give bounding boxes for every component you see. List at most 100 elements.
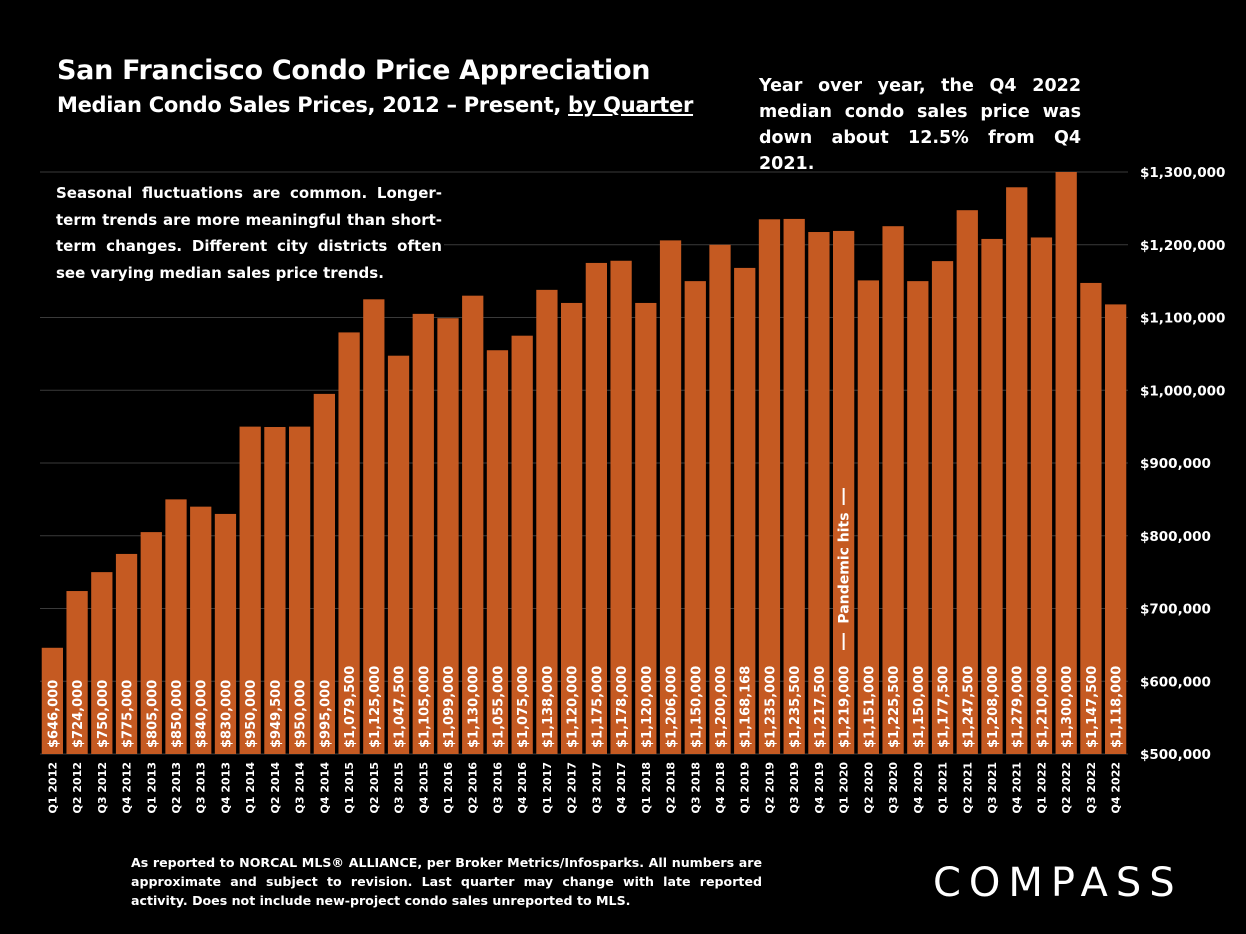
bar	[387, 355, 410, 754]
bar	[635, 302, 657, 754]
bar-data-label: $1,150,000	[689, 666, 704, 748]
category-label: Q4 2012	[121, 762, 134, 813]
bar	[808, 232, 830, 755]
bar-data-label: $1,105,000	[417, 666, 432, 748]
bar	[536, 289, 558, 754]
category-label: Q1 2018	[640, 762, 653, 813]
category-label: Q2 2013	[170, 762, 183, 813]
category-label: Q3 2019	[788, 762, 801, 813]
bar	[907, 281, 929, 754]
category-label: Q1 2021	[937, 762, 950, 813]
category-label: Q4 2015	[417, 762, 430, 813]
category-label: Q4 2018	[714, 762, 727, 813]
bar	[709, 244, 731, 754]
bar-data-label: $1,206,000	[665, 666, 680, 748]
bar	[66, 591, 88, 754]
bar-data-label: $840,000	[195, 680, 210, 748]
bar	[1080, 282, 1102, 754]
bar	[91, 572, 113, 754]
bar-data-label: $1,047,500	[393, 666, 408, 748]
bar	[783, 218, 805, 754]
seasonal-note: Seasonal fluctuations are common. Longer…	[40, 176, 444, 290]
bar	[1030, 237, 1053, 755]
y-tick-label: $500,000	[1140, 747, 1211, 763]
bar-data-label: $1,125,000	[368, 666, 383, 748]
bar-data-label: $1,235,000	[763, 666, 778, 748]
category-label: Q4 2019	[813, 762, 826, 813]
bar-data-label: $1,150,000	[912, 666, 927, 748]
bar-data-label: $1,168,168	[739, 666, 754, 748]
bar	[486, 350, 509, 754]
bar	[239, 426, 261, 754]
bar	[289, 426, 311, 754]
category-label: Q3 2022	[1085, 762, 1098, 813]
bar	[264, 426, 286, 754]
category-label: Q1 2016	[442, 762, 455, 814]
annotation-label: Pandemic hits	[837, 512, 853, 623]
category-label: Q4 2022	[1110, 762, 1123, 813]
bar	[857, 280, 879, 754]
bar-data-label: $1,178,000	[615, 666, 630, 748]
bars	[41, 172, 1127, 755]
bar-data-label: $1,130,000	[467, 666, 482, 748]
y-tick-label: $600,000	[1140, 674, 1211, 690]
bar-data-label: $1,279,000	[1011, 666, 1026, 748]
bar-data-label: $850,000	[170, 680, 185, 748]
category-label: Q4 2020	[912, 762, 925, 814]
category-label: Q2 2021	[961, 762, 974, 813]
bar-data-label: $1,075,000	[516, 666, 531, 748]
bar-data-label: $1,099,000	[442, 666, 457, 748]
bar	[931, 261, 954, 754]
category-label: Q1 2022	[1035, 762, 1048, 813]
category-label: Q4 2021	[1011, 762, 1024, 813]
bar-data-label: $830,000	[219, 680, 234, 748]
bar	[214, 513, 237, 754]
bar	[511, 335, 533, 754]
annotation-backdrop	[833, 505, 854, 633]
category-label: Q2 2019	[763, 762, 776, 813]
category-label: Q3 2013	[195, 762, 208, 813]
bar-data-label: $1,200,000	[714, 666, 729, 748]
bar	[462, 295, 484, 754]
bar-data-label: $724,000	[71, 680, 86, 748]
bar-data-label: $805,000	[145, 680, 160, 748]
category-label: Q1 2014	[244, 762, 257, 814]
bar	[1006, 187, 1028, 755]
bar	[684, 281, 706, 754]
category-label: Q1 2012	[46, 762, 59, 813]
y-tick-label: $800,000	[1140, 529, 1211, 545]
y-tick-label: $1,100,000	[1140, 311, 1225, 327]
y-tick-label: $700,000	[1140, 602, 1211, 618]
y-tick-label: $1,000,000	[1140, 383, 1225, 399]
category-label: Q2 2018	[665, 762, 678, 813]
y-tick-label: $1,200,000	[1140, 238, 1225, 254]
bar	[659, 240, 682, 754]
category-labels: Q1 2012 Q2 2012 Q3 2012 Q4 2012 Q1 2013 Q2 20…	[46, 762, 1122, 814]
bar	[437, 318, 459, 754]
source-footnote: As reported to NORCAL MLS® ALLIANCE, per…	[131, 855, 762, 908]
category-label: Q4 2014	[318, 762, 331, 814]
category-label: Q4 2016	[516, 762, 529, 814]
category-label: Q2 2016	[467, 762, 480, 814]
category-label: Q3 2016	[491, 762, 504, 814]
category-label: Q1 2013	[145, 762, 158, 813]
bar	[758, 219, 781, 755]
category-label: Q2 2015	[368, 762, 381, 813]
annotation-group: Pandemic hits	[833, 488, 854, 650]
bar-data-label: $1,120,000	[640, 666, 655, 748]
bar	[956, 210, 978, 755]
bar	[190, 506, 212, 754]
bar	[313, 393, 335, 754]
category-label: Q2 2022	[1060, 762, 1073, 813]
bar-data-label: $1,079,500	[343, 666, 358, 748]
category-label: Q2 2017	[566, 762, 579, 813]
bar-data-label: $1,217,500	[813, 666, 828, 748]
bar	[981, 238, 1003, 754]
category-label: Q1 2020	[838, 762, 851, 814]
bar-data-label: $775,000	[121, 680, 136, 748]
bar-data-label: $950,000	[244, 680, 259, 748]
category-label: Q3 2021	[986, 762, 999, 813]
category-label: Q1 2019	[739, 762, 752, 813]
category-label: Q1 2015	[343, 762, 356, 813]
